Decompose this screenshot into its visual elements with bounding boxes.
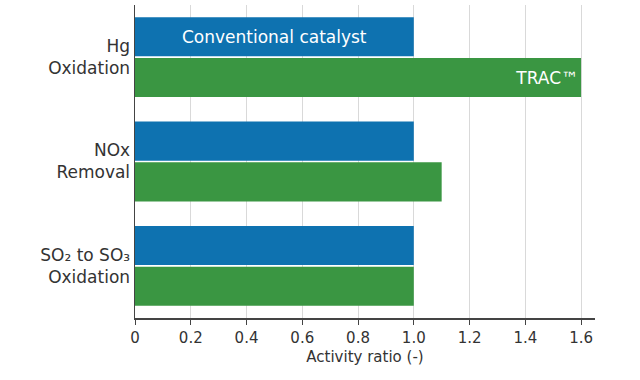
svg-text:TRAC™: TRAC™ bbox=[515, 68, 578, 88]
svg-text:0.4: 0.4 bbox=[235, 329, 259, 347]
svg-text:1.4: 1.4 bbox=[513, 329, 537, 347]
svg-text:HgOxidation: HgOxidation bbox=[48, 36, 130, 78]
svg-text:0.6: 0.6 bbox=[290, 329, 314, 347]
svg-text:NOxRemoval: NOxRemoval bbox=[56, 140, 130, 182]
svg-text:1.6: 1.6 bbox=[569, 329, 593, 347]
svg-text:1.0: 1.0 bbox=[402, 329, 426, 347]
svg-text:0: 0 bbox=[130, 329, 140, 347]
svg-text:Activity ratio (-): Activity ratio (-) bbox=[306, 348, 423, 366]
svg-text:1.2: 1.2 bbox=[458, 329, 482, 347]
svg-text:0.8: 0.8 bbox=[346, 329, 370, 347]
svg-text:0.2: 0.2 bbox=[179, 329, 203, 347]
svg-text:Conventional catalyst: Conventional catalyst bbox=[182, 27, 367, 47]
svg-text:SO₂ to SO₃Oxidation: SO₂ to SO₃Oxidation bbox=[40, 245, 130, 287]
